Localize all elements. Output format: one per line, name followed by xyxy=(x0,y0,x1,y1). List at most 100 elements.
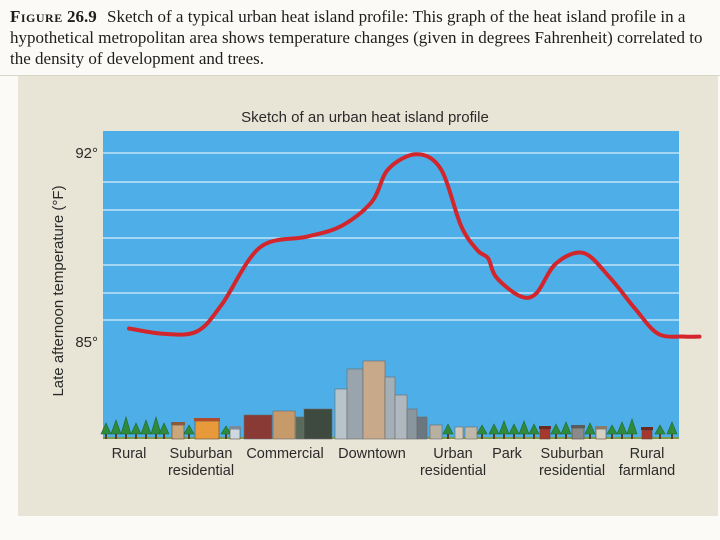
tree-trunk xyxy=(523,434,525,439)
tree-trunk xyxy=(493,434,495,439)
x-category-label: Commercial xyxy=(246,446,323,462)
tree-trunk xyxy=(565,434,567,439)
tree-icon xyxy=(100,422,112,435)
x-category-label-line2: farmland xyxy=(619,463,675,479)
tree-icon xyxy=(442,423,454,435)
house-roof xyxy=(194,418,220,421)
tree-icon xyxy=(550,423,562,435)
x-category-label-line2: residential xyxy=(539,463,605,479)
tree-trunk xyxy=(145,434,147,439)
tree-icon xyxy=(476,424,488,435)
tree-trunk xyxy=(621,434,623,439)
building-icon xyxy=(406,408,418,440)
house-icon xyxy=(641,429,653,440)
building-icon xyxy=(394,394,408,440)
house-icon xyxy=(571,427,585,440)
x-category-label: Suburban xyxy=(541,446,604,462)
tree-icon xyxy=(560,421,572,435)
house-icon xyxy=(539,428,551,440)
heat-island-chart: Sketch of an urban heat island profile L… xyxy=(18,76,718,516)
tree-trunk xyxy=(447,434,449,439)
tree-icon xyxy=(606,424,618,435)
tree-icon xyxy=(518,420,530,435)
building-icon xyxy=(272,410,296,440)
chart-title: Sketch of an urban heat island profile xyxy=(241,109,489,126)
house-roof xyxy=(595,426,607,429)
tree-icon xyxy=(654,424,666,435)
house-roof xyxy=(229,426,241,429)
y-axis-label: Late afternoon temperature (°F) xyxy=(50,185,67,396)
tree-trunk xyxy=(671,434,673,439)
tree-icon xyxy=(488,423,500,435)
x-category-label: Rural xyxy=(112,446,147,462)
tree-icon xyxy=(183,424,195,435)
tree-trunk xyxy=(188,434,190,439)
house-icon xyxy=(229,428,241,440)
house-roof xyxy=(171,422,185,425)
x-category-label: Rural xyxy=(630,446,665,462)
building-icon xyxy=(416,416,428,440)
tree-trunk xyxy=(631,434,633,439)
x-category-label: Urban xyxy=(433,446,473,462)
tree-icon xyxy=(528,423,540,435)
house-roof xyxy=(641,427,653,430)
y-tick-label: 92° xyxy=(75,145,98,162)
x-category-label: Park xyxy=(492,446,523,462)
tree-icon xyxy=(150,415,162,435)
tree-trunk xyxy=(513,434,515,439)
x-category-label: Suburban xyxy=(170,446,233,462)
building-icon xyxy=(334,388,348,440)
y-tick-label: 85° xyxy=(75,334,98,351)
figure-label: Figure xyxy=(10,7,63,26)
land-use-illustration xyxy=(100,360,679,440)
house-roof xyxy=(571,425,585,428)
tree-icon xyxy=(120,415,132,435)
x-category-label-line2: residential xyxy=(420,463,486,479)
tree-icon xyxy=(626,418,638,435)
tree-icon xyxy=(584,422,596,435)
building-icon xyxy=(362,360,386,440)
tree-trunk xyxy=(105,434,107,439)
tree-icon xyxy=(508,423,520,435)
tree-trunk xyxy=(225,434,227,439)
tree-icon xyxy=(140,419,152,435)
building-icon xyxy=(429,424,443,440)
x-category-label-line2: residential xyxy=(168,463,234,479)
tree-trunk xyxy=(659,434,661,439)
y-ticks: 92° 85° xyxy=(75,145,98,351)
tree-trunk xyxy=(589,434,591,439)
tree-trunk xyxy=(155,434,157,439)
tree-trunk xyxy=(503,434,505,439)
tree-trunk xyxy=(555,434,557,439)
tree-icon xyxy=(666,421,678,435)
building-icon xyxy=(454,426,464,440)
tree-trunk xyxy=(115,434,117,439)
gridlines xyxy=(103,152,679,321)
building-icon xyxy=(346,368,364,440)
building-icon xyxy=(384,376,396,440)
tree-trunk xyxy=(125,434,127,439)
figure-number: 26.9 xyxy=(66,7,97,26)
tree-trunk xyxy=(611,434,613,439)
tree-trunk xyxy=(135,434,137,439)
tree-icon xyxy=(130,422,142,435)
building-icon xyxy=(243,414,273,440)
x-category-label: Downtown xyxy=(338,446,406,462)
tree-icon xyxy=(110,419,122,435)
figure-caption: Figure 26.9 Sketch of a typical urban he… xyxy=(10,6,710,69)
tree-trunk xyxy=(481,434,483,439)
tree-trunk xyxy=(533,434,535,439)
tree-icon xyxy=(220,425,232,435)
house-icon xyxy=(194,420,220,440)
caption-divider xyxy=(0,75,720,76)
caption-text: Sketch of a typical urban heat island pr… xyxy=(10,7,703,68)
house-icon xyxy=(171,424,185,440)
tree-icon xyxy=(616,421,628,435)
building-icon xyxy=(303,408,333,440)
building-icon xyxy=(295,416,305,440)
building-icon xyxy=(464,426,478,440)
house-icon xyxy=(595,428,607,440)
house-roof xyxy=(539,426,551,429)
